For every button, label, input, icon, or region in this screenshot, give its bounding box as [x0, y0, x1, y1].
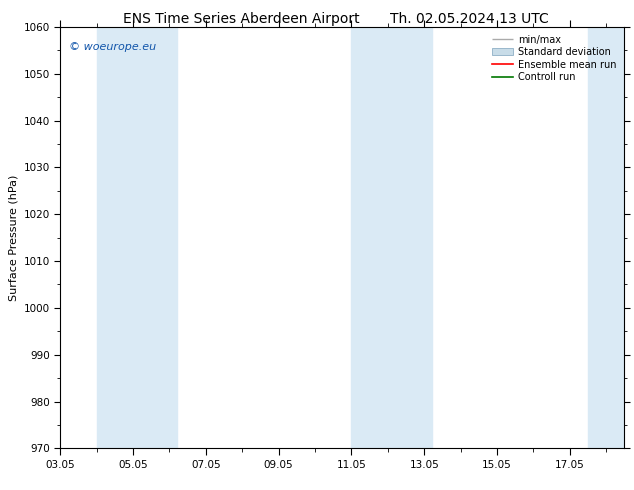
Text: © woeurope.eu: © woeurope.eu: [68, 42, 156, 52]
Y-axis label: Surface Pressure (hPa): Surface Pressure (hPa): [8, 174, 18, 301]
Text: Th. 02.05.2024 13 UTC: Th. 02.05.2024 13 UTC: [390, 12, 548, 26]
Bar: [588, 27, 624, 448]
Legend: min/max, Standard deviation, Ensemble mean run, Controll run: min/max, Standard deviation, Ensemble me…: [489, 32, 619, 85]
Bar: [351, 27, 432, 448]
Text: ENS Time Series Aberdeen Airport: ENS Time Series Aberdeen Airport: [122, 12, 359, 26]
Bar: [96, 27, 177, 448]
